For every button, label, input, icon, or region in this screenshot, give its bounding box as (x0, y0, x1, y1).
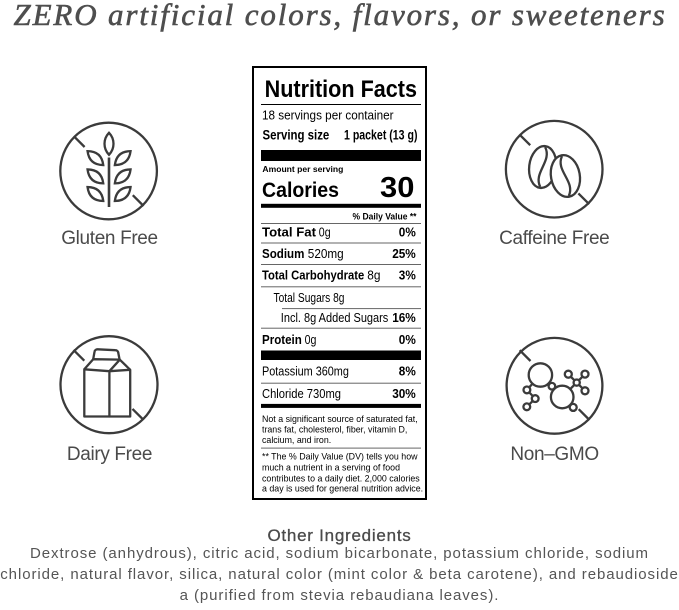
svg-text:30: 30 (380, 172, 414, 204)
svg-text:8%: 8% (399, 363, 416, 378)
svg-text:Serving size: Serving size (263, 128, 330, 143)
svg-text:3%: 3% (399, 268, 416, 283)
svg-text:Incl. 8g Added Sugars: Incl. 8g Added Sugars (281, 310, 389, 325)
svg-text:0%: 0% (399, 332, 416, 347)
svg-text:Total Sugars 8g: Total Sugars 8g (274, 290, 345, 305)
svg-text:Protein: Protein (262, 332, 302, 347)
svg-text:contributes to a daily diet. 2: contributes to a daily diet. 2,000 calor… (262, 473, 420, 484)
svg-text:520mg: 520mg (308, 246, 344, 261)
svg-text:Chloride 730mg: Chloride 730mg (262, 386, 341, 401)
svg-text:Total Carbohydrate: Total Carbohydrate (262, 268, 364, 283)
svg-text:1 packet (13 g): 1 packet (13 g) (344, 128, 418, 143)
svg-text:Nutrition Facts: Nutrition Facts (265, 76, 417, 103)
svg-text:trans fat, cholesterol, fiber,: trans fat, cholesterol, fiber, vitamin D… (262, 425, 407, 436)
svg-text:25%: 25% (392, 246, 416, 261)
svg-text:a day is used for general nutr: a day is used for general nutrition advi… (262, 484, 423, 495)
svg-text:16%: 16% (392, 310, 416, 325)
svg-text:** The % Daily Value (DV) tell: ** The % Daily Value (DV) tells you how (262, 452, 418, 463)
svg-text:30%: 30% (392, 386, 416, 401)
svg-text:Not a significant source of sa: Not a significant source of saturated fa… (262, 414, 418, 425)
svg-text:18 servings per container: 18 servings per container (262, 108, 394, 123)
svg-text:0%: 0% (399, 224, 416, 239)
svg-text:Amount per serving: Amount per serving (262, 164, 343, 174)
svg-text:0g: 0g (305, 332, 317, 347)
svg-text:8g: 8g (367, 268, 380, 283)
svg-text:Total Fat: Total Fat (262, 224, 317, 239)
svg-text:Calories: Calories (262, 179, 339, 202)
svg-text:Sodium: Sodium (262, 246, 304, 261)
svg-text:much a nutrient in a serving o: much a nutrient in a serving of food (262, 463, 400, 474)
svg-text:Potassium 360mg: Potassium 360mg (262, 363, 349, 378)
svg-text:0g: 0g (319, 224, 331, 239)
svg-text:% Daily Value **: % Daily Value ** (353, 211, 417, 222)
svg-text:calcium, and iron.: calcium, and iron. (262, 435, 331, 446)
